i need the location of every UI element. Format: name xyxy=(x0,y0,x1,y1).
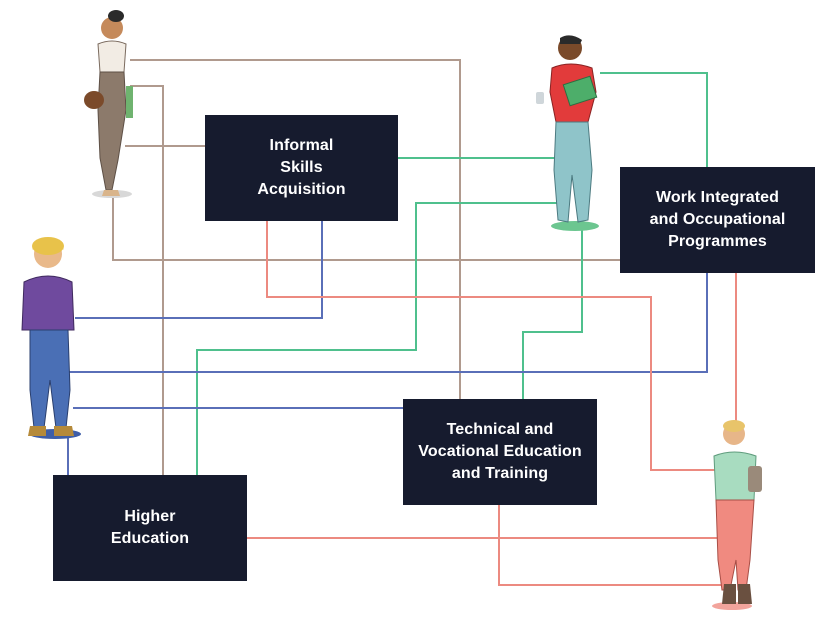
student-man-red-shirt-figure xyxy=(536,35,599,231)
tvet-box: Technical and Vocational Education and T… xyxy=(403,399,597,505)
higher-education-box: Higher Education xyxy=(53,475,247,581)
student-teen-purple-hoodie-figure xyxy=(21,237,81,439)
line-woman1-tvet xyxy=(130,59,461,400)
line-woman2-informal xyxy=(266,221,728,471)
line-teen-work xyxy=(68,273,708,373)
red-connectors xyxy=(246,221,737,586)
line-man-work xyxy=(600,72,708,168)
student-woman-brown-bag-figure xyxy=(84,10,133,198)
line-woman1-higher xyxy=(130,85,164,476)
informal-skills-label: Informal Skills Acquisition xyxy=(257,137,346,198)
brown-connectors xyxy=(112,59,620,476)
line-man-higher xyxy=(196,202,562,476)
green-connectors xyxy=(196,72,708,476)
work-integrated-box: Work Integrated and Occupational Program… xyxy=(620,167,815,273)
student-woman-green-top-figure xyxy=(712,420,762,610)
tvet-label: Technical and Vocational Education and T… xyxy=(418,421,582,482)
line-teen-informal xyxy=(75,221,323,319)
blue-connectors xyxy=(67,221,708,476)
work-integrated-label: Work Integrated and Occupational Program… xyxy=(649,189,786,250)
line-woman2-tvet xyxy=(498,505,728,586)
line-man-tvet xyxy=(522,228,583,400)
informal-skills-box: Informal Skills Acquisition xyxy=(205,115,398,221)
higher-education-label: Higher Education xyxy=(110,508,190,547)
line-woman1-work xyxy=(112,198,620,261)
